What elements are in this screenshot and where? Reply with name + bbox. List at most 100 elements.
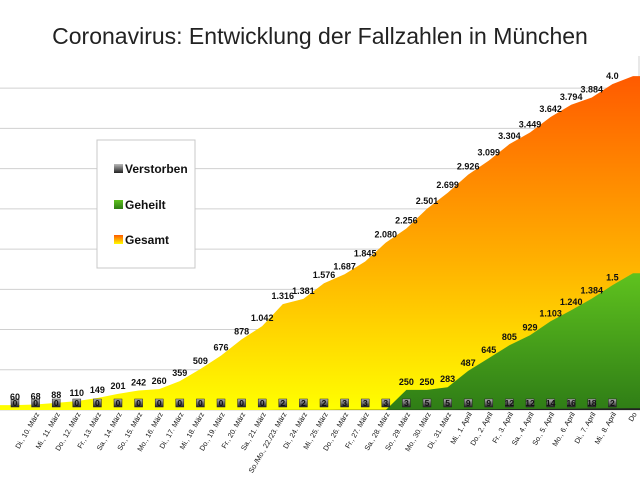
data-label-verstorben: 0 (239, 398, 244, 408)
verstorben-marker (608, 398, 617, 408)
verstorben-marker (422, 398, 432, 408)
data-label-gesamt: 88 (51, 390, 61, 400)
data-label-gesamt: 1.845 (354, 249, 377, 259)
data-label-verstorben: 0 (136, 398, 141, 408)
data-label-gesamt: 3.794 (560, 92, 583, 102)
verstorben-marker (93, 398, 102, 408)
verstorben-marker (196, 398, 205, 408)
data-label-gesamt: 2.501 (416, 196, 439, 206)
verstorben-marker (113, 398, 123, 408)
data-label-geheilt: 1.103 (539, 308, 562, 318)
data-label-geheilt: 805 (502, 332, 517, 342)
data-label-gesamt: 1.576 (313, 270, 336, 280)
data-label-geheilt: 250 (419, 377, 434, 387)
legend-swatch-verstorben (114, 164, 123, 173)
data-label-gesamt: 359 (172, 368, 187, 378)
data-label-gesamt: 1.687 (333, 261, 356, 271)
data-label-geheilt: 1.384 (581, 286, 604, 296)
data-label-verstorben: 14 (546, 398, 556, 408)
data-label-verstorben: 0 (198, 398, 203, 408)
data-label-verstorben: 16 (566, 398, 576, 408)
verstorben-marker (299, 398, 308, 408)
data-label-gesamt: 242 (131, 378, 146, 388)
data-label-gesamt: 3.642 (539, 104, 562, 114)
data-label-gesamt: 2.080 (375, 230, 398, 240)
data-label-verstorben: 0 (33, 398, 38, 408)
data-label-gesamt: 1.042 (251, 313, 274, 323)
area-verstorben (0, 408, 640, 410)
verstorben-marker (443, 398, 452, 408)
verstorben-marker (525, 398, 535, 408)
data-label-gesamt: 509 (193, 356, 208, 366)
legend-swatch-gesamt (114, 235, 123, 244)
data-label-verstorben: 9 (466, 398, 471, 408)
data-label-gesamt: 2.699 (436, 180, 459, 190)
data-label-verstorben: 3 (363, 398, 368, 408)
data-label-verstorben: 9 (486, 398, 491, 408)
data-label-verstorben: 2 (301, 398, 306, 408)
verstorben-marker (484, 398, 494, 408)
data-label-gesamt: 2.926 (457, 162, 480, 172)
area-geheilt (385, 273, 640, 410)
data-label-gesamt: 3.449 (519, 120, 542, 130)
data-label-geheilt: 250 (399, 377, 414, 387)
verstorben-marker (31, 398, 40, 408)
data-label-verstorben: 5 (445, 398, 450, 408)
data-label-gesamt: 3.304 (498, 131, 521, 141)
verstorben-marker (340, 398, 349, 408)
data-label-gesamt: 60 (10, 392, 20, 402)
data-label-verstorben: 0 (260, 398, 265, 408)
data-label-gesamt: 3.884 (581, 85, 604, 95)
data-label-verstorben: 0 (13, 398, 18, 408)
data-label-verstorben: 0 (177, 398, 182, 408)
verstorben-marker (278, 398, 288, 408)
data-label-gesamt: 4.0 (606, 71, 619, 81)
legend-box (96, 139, 196, 269)
data-label-geheilt: 929 (522, 322, 537, 332)
legend: Verstorben Geheilt Gesamt (96, 139, 196, 269)
data-label-verstorben: 3 (383, 398, 388, 408)
data-label-verstorben: 2 (610, 398, 615, 408)
data-label-verstorben: 12 (525, 398, 535, 408)
data-label-gesamt: 2.256 (395, 215, 418, 225)
verstorben-marker (257, 398, 267, 408)
data-label-geheilt: 1.5 (606, 272, 619, 282)
data-label-verstorben: 0 (74, 398, 79, 408)
x-tick-label: Do (626, 411, 638, 423)
data-label-gesamt: 676 (213, 343, 228, 353)
area-series (0, 76, 640, 410)
data-label-verstorben: 0 (95, 398, 100, 408)
verstorben-marker (72, 398, 82, 408)
data-label-gesamt: 1.381 (292, 286, 315, 296)
data-label-geheilt: 487 (461, 358, 476, 368)
verstorben-marker (237, 398, 246, 408)
verstorben-marker (10, 398, 20, 408)
data-label-verstorben: 0 (157, 398, 162, 408)
verstorben-marker (175, 398, 185, 408)
verstorben-series: 0 0 0 0 0 0 0 0 0 0 0 0 0 2 2 2 3 3 3 3 5 5 9 9 12 12 14 16 18 2 (10, 398, 617, 408)
verstorben-marker (360, 398, 370, 408)
verstorben-marker (402, 398, 411, 408)
data-label-verstorben: 0 (54, 398, 59, 408)
verstorben-marker (51, 398, 61, 408)
legend-swatch-geheilt (114, 200, 123, 209)
data-label-gesamt: 3.099 (478, 148, 501, 158)
data-label-verstorben: 12 (505, 398, 515, 408)
data-label-gesamt: 1.316 (272, 291, 295, 301)
data-label-geheilt: 283 (440, 374, 455, 384)
data-label-geheilt: 645 (481, 345, 496, 355)
legend-label-verstorben: Verstorben (125, 162, 188, 176)
data-label-verstorben: 2 (280, 398, 285, 408)
data-label-verstorben: 3 (404, 398, 409, 408)
verstorben-marker (154, 398, 164, 408)
data-label-gesamt: 201 (110, 381, 125, 391)
data-label-verstorben: 0 (116, 398, 121, 408)
verstorben-marker (134, 398, 143, 408)
legend-label-geheilt: Geheilt (125, 198, 166, 212)
chart-title: Coronavirus: Entwicklung der Fallzahlen … (52, 23, 588, 49)
data-label-gesamt: 68 (31, 392, 41, 402)
